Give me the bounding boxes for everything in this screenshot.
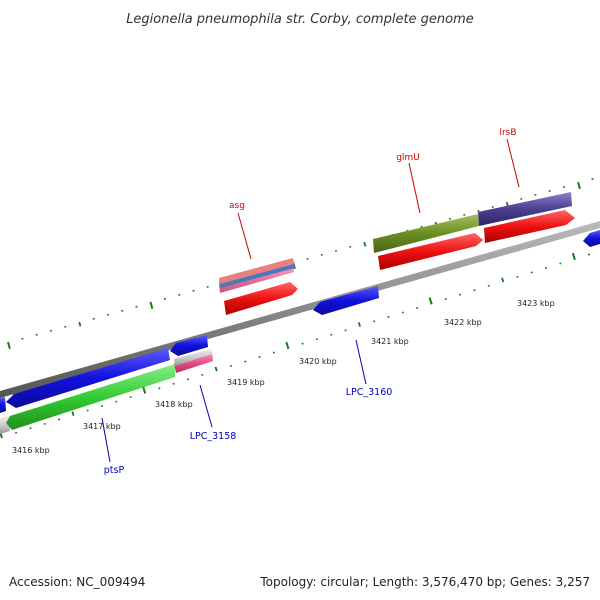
gene-feature-red-lrsB xyxy=(484,210,575,243)
scale-minor-tick xyxy=(71,411,75,416)
gene-feature-ptsP xyxy=(6,364,175,430)
scale-minor-tick xyxy=(78,321,82,327)
outer-scale-ticks xyxy=(7,177,594,350)
gene-feature-red-asg xyxy=(224,282,298,315)
scale-major-tick xyxy=(428,297,433,305)
gene-label-lrsB: lrsB xyxy=(499,128,516,138)
scale-major-tick xyxy=(571,252,576,261)
scale-minor-tick xyxy=(501,277,505,283)
scale-major-tick xyxy=(142,386,147,394)
gene-feature-pink-small xyxy=(174,352,213,373)
scale-major-tick xyxy=(285,341,290,350)
scale-minor-tick xyxy=(214,366,218,372)
gene-label-asg: asg xyxy=(229,201,245,211)
gene-feature-gray-small xyxy=(174,349,212,366)
gene-features xyxy=(0,192,600,434)
gene-label-glmU: glmU xyxy=(396,153,420,163)
scale-minor-tick xyxy=(357,322,361,327)
tick-label: 3419 kbp xyxy=(227,378,265,387)
scale-major-tick xyxy=(149,301,154,310)
map-title: Legionella pneumophila str. Corby, compl… xyxy=(126,12,474,27)
gene-feature-red-glmU xyxy=(378,233,483,270)
gene-feature-blue-edge xyxy=(0,397,6,413)
tick-label: 3416 kbp xyxy=(12,446,50,455)
tick-label: 3423 kbp xyxy=(517,299,555,308)
gene-label-LPC_3158: LPC_3158 xyxy=(190,431,237,442)
gene-label-LPC_3160: LPC_3160 xyxy=(346,387,393,398)
tick-label: 3420 kbp xyxy=(299,357,337,366)
inner-scale-ticks xyxy=(0,252,591,439)
scale-major-tick xyxy=(577,181,581,190)
gene-feature-lrsB xyxy=(478,192,572,226)
scale-minor-tick xyxy=(363,241,367,247)
gene-feature-glmU xyxy=(373,214,479,253)
gene-feature-LPC_3160 xyxy=(313,286,379,315)
gene-feature-LPC_3158 xyxy=(170,335,208,356)
scale-major-tick xyxy=(7,341,11,350)
tick-label: 3422 kbp xyxy=(444,318,482,327)
accession-text: Accession: NC_009494 xyxy=(9,575,145,589)
gene-labels: asg glmU lrsB LPC_3158 LPC_3160 ptsP xyxy=(104,128,517,476)
genome-summary-text: Topology: circular; Length: 3,576,470 bp… xyxy=(259,575,590,589)
tick-label: 3421 kbp xyxy=(371,337,409,346)
tick-label: 3417 kbp xyxy=(83,422,121,431)
gene-label-leaders xyxy=(101,138,520,463)
gene-feature-blue-long xyxy=(6,348,170,408)
gene-label-ptsP: ptsP xyxy=(104,465,125,476)
gene-feature-blue-right xyxy=(583,230,600,247)
gene-feature-salmon xyxy=(219,258,294,284)
scale-tick-labels: 3416 kbp 3417 kbp 3418 kbp 3419 kbp 3420… xyxy=(12,299,555,455)
tick-label: 3418 kbp xyxy=(155,400,193,409)
